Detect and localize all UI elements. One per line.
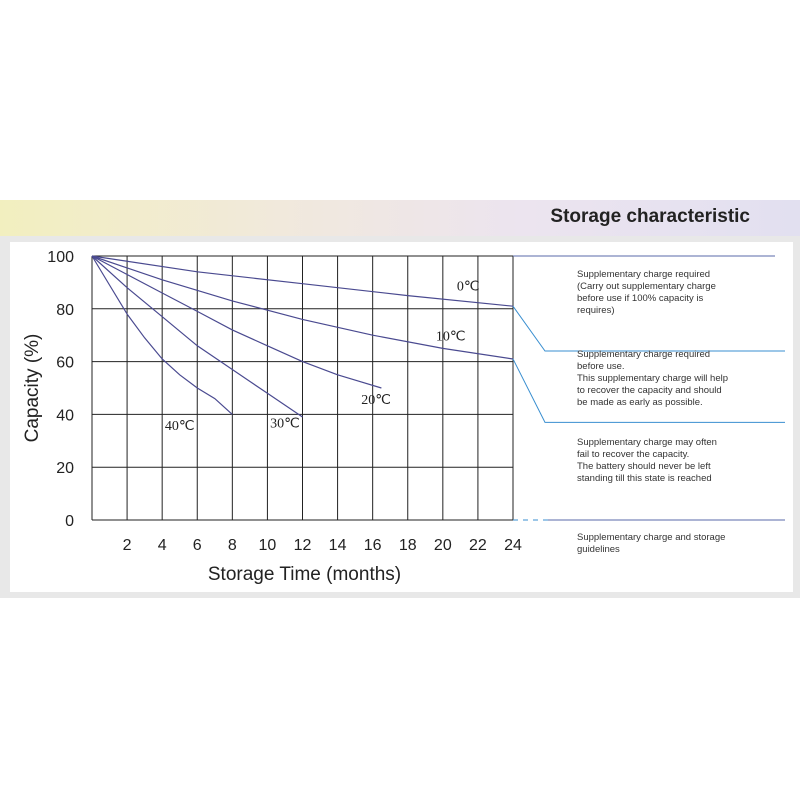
series-label: 10℃ xyxy=(436,329,466,344)
y-axis-label: Capacity (%) xyxy=(22,334,43,443)
y-tick-label: 20 xyxy=(56,460,74,477)
notes-panel xyxy=(535,242,793,592)
y-tick-label: 0 xyxy=(65,513,74,530)
y-tick-label: 80 xyxy=(56,302,74,319)
x-tick-label: 20 xyxy=(434,537,452,554)
page-title: Storage characteristic xyxy=(550,206,750,227)
x-tick-label: 2 xyxy=(123,537,132,554)
x-tick-label: 12 xyxy=(294,537,312,554)
x-axis-label: Storage Time (months) xyxy=(208,564,401,585)
x-tick-label: 6 xyxy=(193,537,202,554)
zone-note-1: Supplementary charge required (Carry out… xyxy=(577,269,716,316)
x-tick-label: 16 xyxy=(364,537,382,554)
series-label: 40℃ xyxy=(165,419,195,434)
y-tick-label: 60 xyxy=(56,355,74,372)
x-tick-label: 22 xyxy=(469,537,487,554)
series-line xyxy=(91,255,514,360)
y-tick-label: 40 xyxy=(56,407,74,424)
series-line xyxy=(91,255,233,415)
zone-connector xyxy=(512,305,785,352)
chart-panel xyxy=(10,242,535,592)
zone-connector xyxy=(512,358,785,423)
series-line xyxy=(91,255,382,389)
series-label: 30℃ xyxy=(270,417,300,432)
x-tick-label: 8 xyxy=(228,537,237,554)
series-label: 0℃ xyxy=(457,279,480,294)
y-tick-label: 100 xyxy=(47,249,74,266)
x-tick-label: 10 xyxy=(259,537,277,554)
series-line xyxy=(91,255,303,418)
zone-note-2: Supplementary charge required before use… xyxy=(577,349,729,408)
zone-note-3: Supplementary charge may often fail to r… xyxy=(577,437,717,484)
header-band xyxy=(0,200,800,236)
x-tick-label: 14 xyxy=(329,537,347,554)
x-tick-label: 24 xyxy=(504,537,522,554)
x-tick-label: 4 xyxy=(158,537,167,554)
zone-note-4: Supplementary charge and storage guideli… xyxy=(577,532,726,555)
series-line xyxy=(91,255,514,307)
series-label: 20℃ xyxy=(361,393,391,408)
x-tick-label: 18 xyxy=(399,537,417,554)
